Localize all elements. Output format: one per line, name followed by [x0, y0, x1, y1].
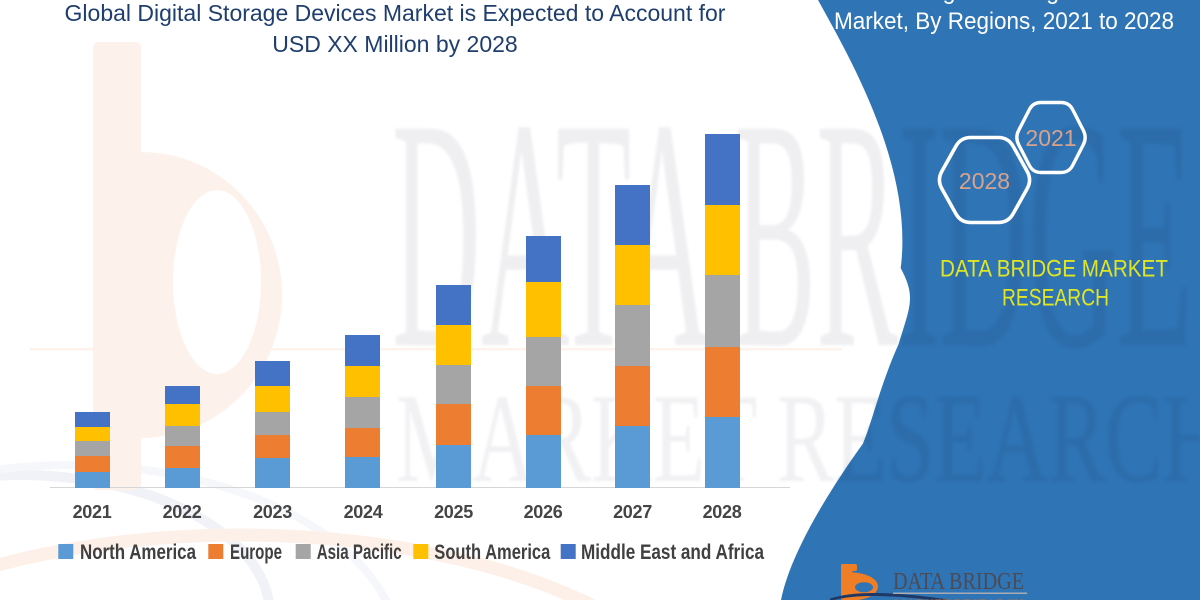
svg-text:DATA BRIDGE: DATA BRIDGE [893, 568, 1024, 595]
svg-text:South America: South America [434, 541, 550, 564]
svg-text:MARKET RESEARCH: MARKET RESEARCH [894, 598, 1024, 600]
svg-text:2028: 2028 [959, 168, 1010, 194]
svg-text:DATA BRIDGE MARKET: DATA BRIDGE MARKET [940, 256, 1168, 283]
svg-text:Middle East and Africa: Middle East and Africa [581, 541, 764, 564]
svg-text:2021: 2021 [1025, 125, 1076, 151]
svg-text:North America: North America [80, 541, 196, 564]
svg-text:Global Digital Storage Devices: Global Digital Storage Devices [848, 0, 1160, 5]
svg-text:RESEARCH: RESEARCH [1002, 285, 1109, 312]
svg-text:Market, By Regions, 2021 to 20: Market, By Regions, 2021 to 2028 [834, 8, 1174, 35]
svg-text:Asia Pacific: Asia Pacific [317, 541, 402, 564]
svg-text:Europe: Europe [230, 541, 282, 564]
